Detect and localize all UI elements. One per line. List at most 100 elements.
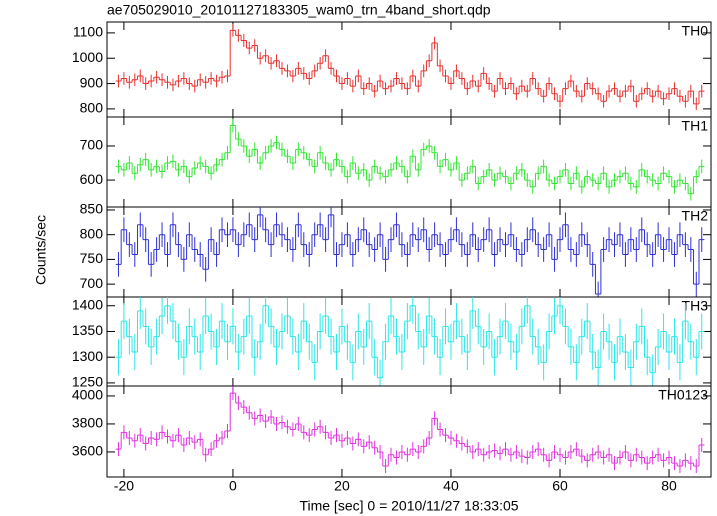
bin xyxy=(562,82,569,95)
bin xyxy=(148,74,154,88)
bin xyxy=(562,450,569,465)
bin xyxy=(666,87,672,101)
bin xyxy=(589,447,596,462)
series xyxy=(115,118,705,201)
bin xyxy=(622,242,629,267)
bin xyxy=(693,458,700,473)
bin xyxy=(235,29,242,42)
bin xyxy=(502,442,509,457)
bin xyxy=(595,176,601,191)
bin xyxy=(600,450,607,465)
bin xyxy=(235,395,242,410)
bin xyxy=(284,149,291,164)
bin xyxy=(589,82,596,95)
bin xyxy=(410,442,416,457)
bin xyxy=(671,242,678,267)
bin xyxy=(306,323,312,360)
bin xyxy=(448,323,454,360)
bin xyxy=(688,323,694,360)
bin xyxy=(153,432,160,447)
bin xyxy=(410,297,416,324)
bin xyxy=(213,242,220,267)
bin xyxy=(649,173,656,187)
bin xyxy=(420,439,427,454)
bin xyxy=(655,222,661,248)
panel-label: TH1 xyxy=(682,118,709,134)
bin xyxy=(333,69,340,83)
bin xyxy=(230,118,236,133)
bin xyxy=(475,308,481,345)
bin xyxy=(606,180,612,194)
bin xyxy=(480,328,487,365)
bin xyxy=(355,227,362,252)
bin xyxy=(208,72,214,85)
bin xyxy=(562,163,569,177)
bin xyxy=(355,313,362,350)
bin xyxy=(530,444,536,459)
bin xyxy=(377,222,383,248)
bin xyxy=(377,444,383,459)
bin xyxy=(617,222,623,248)
bin xyxy=(562,212,569,238)
bin xyxy=(486,444,492,459)
bin xyxy=(426,54,432,68)
bin xyxy=(137,297,143,329)
bin xyxy=(115,159,122,174)
bin xyxy=(371,440,378,455)
panel-frame xyxy=(106,116,712,208)
bin xyxy=(470,222,476,248)
bin xyxy=(649,89,656,103)
bin xyxy=(361,328,367,365)
bin xyxy=(633,447,640,462)
bin xyxy=(617,89,623,103)
bin xyxy=(361,217,367,243)
bin xyxy=(170,78,176,92)
bin xyxy=(535,166,541,181)
bin xyxy=(442,308,449,345)
bin xyxy=(175,428,182,443)
bin xyxy=(246,41,253,55)
bin xyxy=(475,176,481,191)
bin xyxy=(311,159,318,174)
bin xyxy=(491,443,498,458)
bin xyxy=(420,217,427,243)
panel-frame xyxy=(106,21,712,118)
bin xyxy=(524,84,531,98)
bin xyxy=(546,313,552,350)
bin xyxy=(366,173,372,187)
bin xyxy=(262,49,269,63)
bin xyxy=(197,432,203,447)
bin xyxy=(361,439,367,454)
bin xyxy=(524,297,531,324)
bin xyxy=(399,334,405,371)
bin xyxy=(219,70,225,84)
bin xyxy=(475,79,481,93)
bin xyxy=(181,159,187,174)
bin xyxy=(241,222,247,248)
bin xyxy=(262,297,269,324)
bin xyxy=(208,313,214,350)
bin xyxy=(688,186,694,201)
y-tick-label: 1000 xyxy=(72,49,103,65)
bin xyxy=(633,94,640,108)
bin xyxy=(322,49,329,63)
bin xyxy=(355,69,362,83)
bin xyxy=(535,442,541,457)
bin xyxy=(404,242,411,267)
bin xyxy=(557,227,563,252)
bin xyxy=(546,453,552,468)
bin xyxy=(470,444,476,459)
bin xyxy=(350,436,356,451)
bin xyxy=(197,334,203,371)
bin xyxy=(513,444,520,459)
bin xyxy=(279,313,285,350)
bin xyxy=(699,84,705,98)
bin xyxy=(693,339,700,376)
bin xyxy=(611,344,618,381)
bin xyxy=(513,334,520,371)
bin xyxy=(126,75,133,89)
bin xyxy=(459,72,465,85)
bin xyxy=(344,323,351,360)
bin xyxy=(431,318,438,355)
bin xyxy=(137,157,143,172)
